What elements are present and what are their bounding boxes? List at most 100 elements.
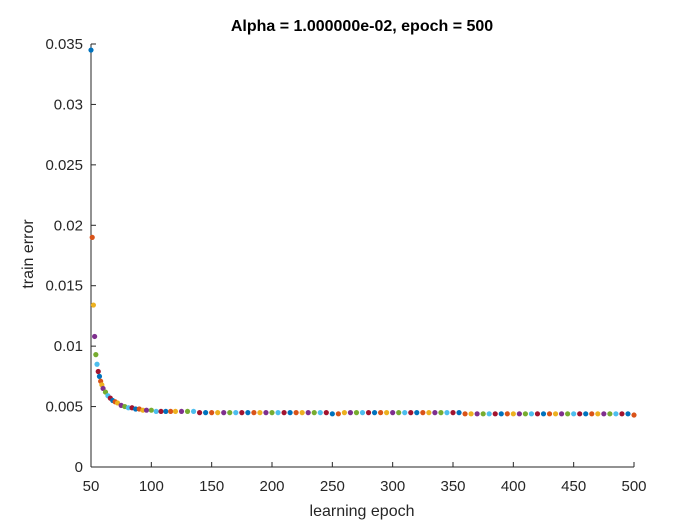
data-point: [492, 411, 498, 417]
data-point: [516, 411, 522, 417]
data-point: [317, 410, 323, 416]
data-point: [190, 408, 197, 415]
data-point: [444, 410, 450, 416]
data-point: [353, 410, 360, 416]
data-point: [90, 302, 97, 308]
data-point: [94, 361, 100, 367]
data-point: [619, 411, 625, 417]
data-point: [89, 234, 95, 240]
data-point: [172, 408, 179, 415]
data-point: [209, 410, 215, 416]
data-point: [534, 411, 541, 417]
data-point: [565, 411, 571, 417]
data-point: [546, 411, 553, 417]
data-point: [215, 410, 221, 416]
data-point: [396, 410, 402, 416]
data-point: [148, 407, 154, 413]
y-tick-label: 0.02: [54, 217, 83, 234]
data-points: [88, 47, 637, 418]
x-tick-label: 150: [199, 478, 224, 495]
data-point: [371, 410, 378, 416]
data-point: [96, 373, 103, 379]
data-point: [402, 410, 408, 416]
data-point: [510, 411, 516, 417]
y-tick-label: 0.025: [45, 157, 83, 174]
data-point: [450, 410, 456, 416]
data-point: [607, 411, 613, 417]
y-tick-label: 0.035: [45, 36, 83, 53]
data-point: [245, 410, 251, 416]
data-point: [239, 410, 245, 416]
x-tick-label: 200: [259, 478, 284, 495]
data-point: [281, 410, 287, 416]
data-point: [498, 411, 504, 417]
data-point: [323, 410, 329, 416]
data-point: [583, 411, 589, 417]
data-point: [269, 410, 275, 416]
data-point: [203, 410, 209, 416]
data-point: [263, 410, 269, 416]
data-point: [504, 411, 510, 417]
data-point: [625, 411, 631, 417]
data-point: [163, 408, 169, 415]
data-point: [251, 410, 257, 416]
data-point: [143, 407, 150, 413]
data-point: [178, 408, 185, 415]
data-point: [468, 411, 474, 417]
data-point: [589, 411, 595, 417]
data-point: [601, 411, 607, 417]
x-tick-label: 500: [621, 478, 646, 495]
x-tick-label: 300: [380, 478, 405, 495]
data-point: [540, 411, 547, 417]
data-point: [93, 352, 99, 358]
data-point: [341, 410, 347, 416]
data-point: [221, 410, 227, 416]
data-point: [335, 411, 341, 417]
y-tick-label: 0.01: [54, 338, 83, 355]
data-point: [125, 405, 132, 411]
data-point: [365, 410, 372, 416]
x-tick-label: 450: [561, 478, 586, 495]
data-point: [153, 408, 159, 415]
y-axis: 0 0.005 0.01 0.015 0.02 0.025 0.03 0.035: [45, 36, 96, 476]
data-point: [95, 368, 101, 375]
x-tick-label: 350: [440, 478, 465, 495]
data-point: [522, 411, 529, 417]
data-point: [432, 410, 438, 416]
data-point: [438, 410, 444, 416]
data-point: [378, 410, 384, 416]
data-point: [486, 411, 492, 417]
data-point: [88, 47, 94, 53]
data-point: [305, 410, 311, 416]
data-point: [347, 410, 354, 416]
data-point: [480, 411, 486, 417]
data-point: [293, 410, 299, 416]
data-point: [197, 410, 203, 416]
data-point: [133, 406, 139, 412]
data-point: [456, 410, 462, 416]
data-point: [158, 408, 164, 415]
data-point: [184, 408, 191, 415]
data-point: [552, 411, 559, 417]
data-point: [577, 411, 583, 417]
data-point: [408, 410, 414, 416]
x-tick-label: 100: [139, 478, 164, 495]
data-point: [631, 412, 637, 418]
data-point: [227, 410, 233, 416]
data-point: [613, 411, 619, 417]
y-axis-label: train error: [20, 219, 37, 289]
x-axis: 50 100 150 200 250 300 350 400 450 500: [83, 462, 647, 495]
x-axis-label: learning epoch: [310, 503, 415, 520]
data-point: [233, 410, 239, 416]
data-point: [140, 407, 146, 413]
data-point: [329, 411, 335, 417]
y-tick-label: 0: [75, 459, 83, 476]
y-tick-label: 0.005: [45, 399, 83, 416]
data-point: [420, 410, 426, 416]
x-tick-label: 50: [83, 478, 100, 495]
data-point: [390, 410, 396, 416]
y-tick-label: 0.03: [54, 96, 83, 113]
data-point: [474, 411, 480, 417]
chart-title: Alpha = 1.000000e-02, epoch = 500: [231, 18, 493, 35]
